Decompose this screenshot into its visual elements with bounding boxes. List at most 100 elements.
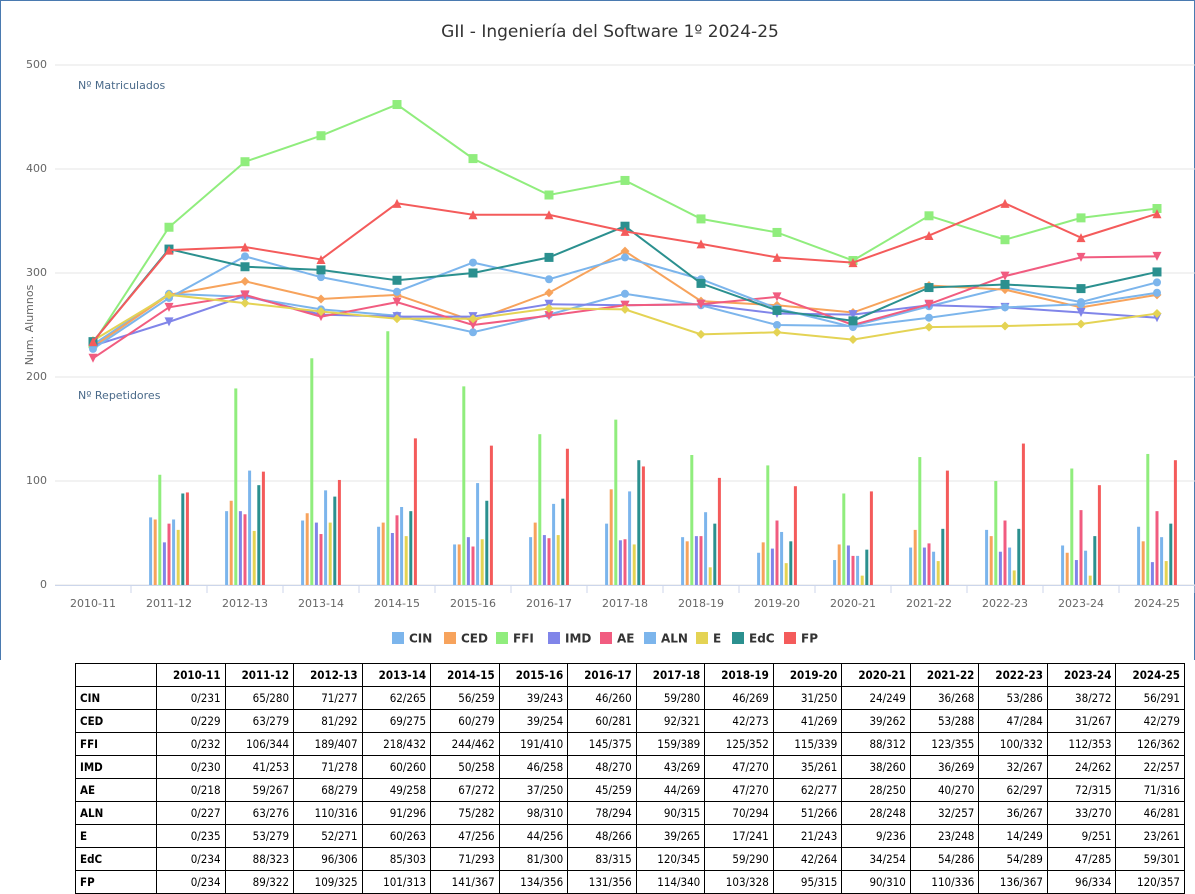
cell: 103/328	[704, 870, 774, 894]
marker	[392, 198, 402, 208]
cell: 60/281	[567, 709, 637, 733]
bar	[770, 548, 774, 585]
cell: 35/261	[772, 755, 843, 779]
bar	[547, 538, 551, 585]
cell: 47/284	[978, 709, 1048, 733]
marker	[1153, 288, 1161, 297]
cell: 100/332	[978, 732, 1048, 756]
x-tick-label: 2011-12	[146, 597, 192, 610]
legend-label: EdC	[749, 632, 775, 646]
bar	[381, 522, 385, 585]
cell: 69/275	[361, 709, 432, 733]
cell: 244/462	[430, 732, 500, 756]
marker	[773, 321, 781, 329]
marker	[544, 303, 554, 313]
cell: 53/288	[909, 709, 980, 733]
bar	[989, 536, 993, 585]
column-header: 2016-17	[567, 663, 637, 687]
cell: 23/261	[1115, 824, 1185, 848]
legend-label: CIN	[409, 632, 432, 646]
legend-swatch	[392, 632, 404, 644]
row-header: EdC	[75, 847, 157, 871]
x-tick-label: 2024-25	[1134, 597, 1180, 610]
bar	[261, 471, 265, 585]
row-header: IMD	[75, 755, 157, 779]
marker	[240, 298, 250, 308]
marker	[1076, 213, 1086, 223]
bar	[699, 536, 703, 585]
bar	[708, 567, 712, 585]
cell: 23/248	[909, 824, 980, 848]
cell: 39/243	[498, 686, 569, 710]
cell: 81/292	[293, 709, 363, 733]
cell: 43/269	[635, 755, 706, 779]
x-tick-label: 2010-11	[70, 597, 116, 610]
cell: 96/334	[1046, 870, 1117, 894]
cell: 134/356	[498, 870, 569, 894]
cell: 48/266	[567, 824, 637, 848]
bar	[637, 460, 641, 585]
marker	[620, 221, 630, 231]
marker	[392, 314, 402, 324]
cell: 48/270	[567, 755, 637, 779]
marker	[316, 265, 326, 275]
column-header: 2023-24	[1046, 663, 1117, 687]
bar	[1074, 560, 1078, 585]
bar	[556, 535, 560, 585]
cell: 71/293	[430, 847, 500, 871]
cell: 53/279	[224, 824, 295, 848]
bar	[784, 563, 788, 585]
cell: 123/355	[909, 732, 980, 756]
marker	[88, 353, 98, 363]
bar	[860, 575, 864, 585]
bar	[238, 511, 242, 585]
cell: 24/249	[841, 686, 911, 710]
cell: 114/340	[635, 870, 706, 894]
bar	[248, 470, 252, 585]
bar	[628, 491, 632, 585]
cell: 96/306	[293, 847, 363, 871]
bar	[865, 549, 869, 585]
annotation: Nº Matriculados	[78, 79, 166, 92]
cell: 53/286	[978, 686, 1048, 710]
x-tick-label: 2021-22	[906, 597, 952, 610]
marker	[240, 262, 250, 272]
bar	[1093, 536, 1097, 585]
cell: 0/227	[156, 801, 226, 825]
bar	[480, 539, 484, 585]
bar	[1137, 526, 1141, 585]
bar	[605, 523, 609, 585]
bar	[395, 515, 399, 585]
bar	[793, 486, 797, 585]
marker	[164, 317, 174, 327]
bar	[1160, 537, 1164, 585]
marker	[544, 288, 554, 298]
bar	[476, 483, 480, 585]
chart: GII - Ingeniería del Software 1º 2024-25…	[0, 0, 1195, 660]
legend-swatch	[784, 632, 796, 644]
cell: 39/262	[841, 709, 911, 733]
cell: 24/262	[1046, 755, 1117, 779]
marker	[468, 210, 478, 220]
bar	[1021, 443, 1025, 585]
bar	[941, 528, 945, 585]
bar	[1070, 468, 1074, 585]
cell: 189/407	[293, 732, 363, 756]
bar	[1003, 520, 1007, 585]
table-row: IMD 0/230 41/253 71/278 60/260 50/258 46/258 48…	[75, 755, 1185, 779]
cell: 60/260	[361, 755, 432, 779]
x-tick-label: 2013-14	[298, 597, 344, 610]
bar	[462, 386, 466, 585]
marker	[316, 254, 326, 264]
cell: 98/310	[498, 801, 569, 825]
marker	[621, 253, 629, 262]
marker	[620, 304, 630, 314]
bar	[485, 500, 489, 585]
legend-label: E	[713, 632, 721, 646]
cell: 101/313	[361, 870, 432, 894]
column-header: 2015-16	[498, 663, 569, 687]
cell: 62/297	[978, 778, 1048, 802]
marker	[316, 294, 326, 304]
cell: 60/279	[430, 709, 500, 733]
data-table: 2010-11 2011-12 2012-13 2013-14 2014-15 2015-…	[75, 663, 1185, 894]
